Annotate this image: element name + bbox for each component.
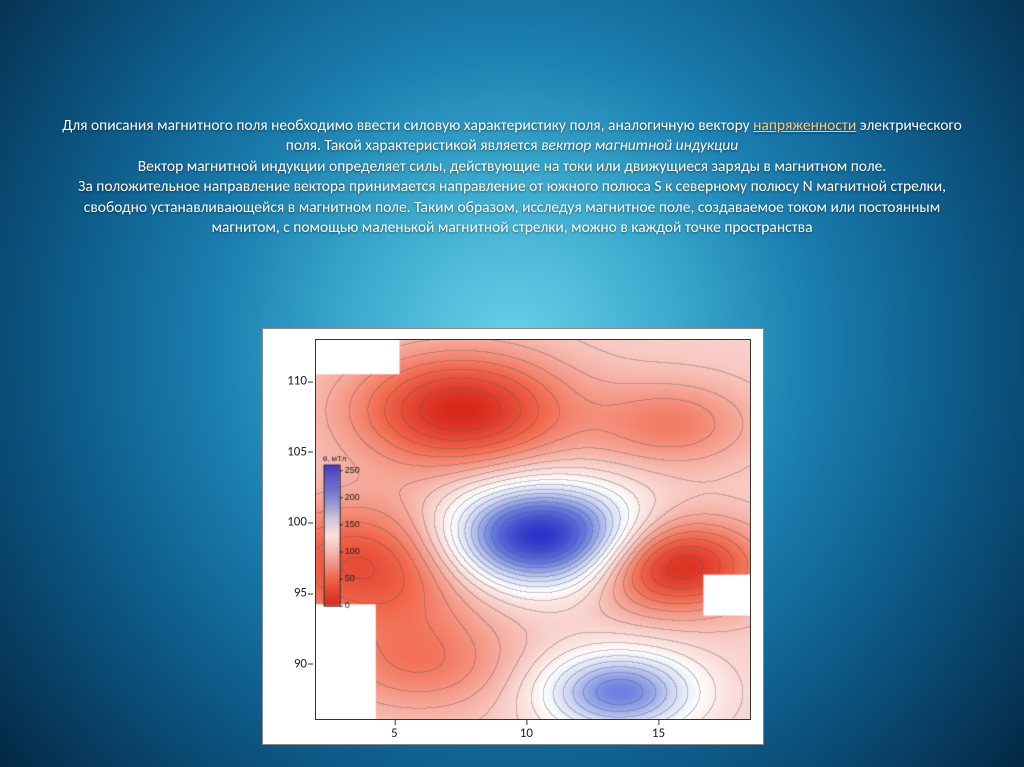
text-part-1a: Для описания магнитного поля необходимо … (62, 116, 753, 135)
plot-area (315, 339, 751, 720)
text-italic: вектор магнитной индукции (541, 136, 738, 155)
slide: Для описания магнитного поля необходимо … (0, 0, 1024, 767)
body-text: Для описания магнитного поля необходимо … (54, 116, 970, 239)
x-tick: 5 (391, 726, 398, 741)
x-tick: 10 (520, 726, 533, 741)
y-tick: 105 (287, 445, 307, 458)
x-axis: 5 10 15 (315, 722, 751, 744)
x-tick: 15 (652, 726, 665, 741)
y-tick: 100 (287, 516, 307, 529)
intensity-link[interactable]: напряженности (753, 116, 856, 135)
y-tick: 90 (294, 657, 307, 670)
contour-canvas (315, 339, 751, 720)
y-axis: 90 95 100 105 110 (263, 339, 313, 720)
text-part-2: Вектор магнитной индукции определяет сил… (138, 157, 886, 176)
contour-figure: 90 95 100 105 110 5 10 15 (262, 328, 764, 745)
y-tick: 95 (294, 587, 307, 600)
y-tick: 110 (287, 375, 307, 388)
text-part-3: За положительное направление вектора при… (78, 177, 946, 237)
